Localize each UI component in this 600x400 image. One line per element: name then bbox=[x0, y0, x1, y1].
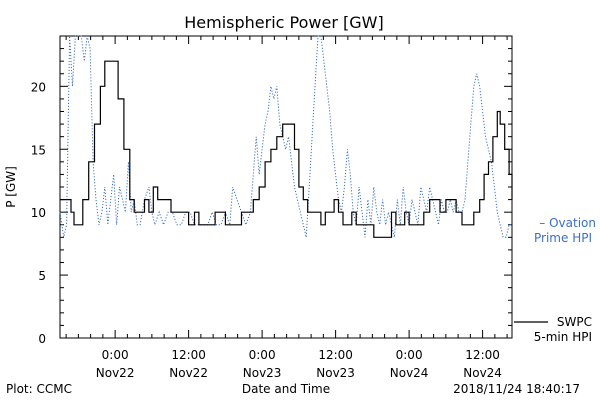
x-tick-label-date: Nov22 bbox=[169, 366, 208, 380]
y-tick-label: 10 bbox=[31, 206, 46, 220]
x-tick-label-date: Nov23 bbox=[316, 366, 355, 380]
x-tick-label-time: 12:00 bbox=[465, 348, 500, 362]
y-tick-label: 15 bbox=[31, 143, 46, 157]
series-ovation-line bbox=[59, 35, 512, 238]
x-tick-label-time: 0:00 bbox=[249, 348, 276, 362]
legend-ovation-label-2: Prime HPI bbox=[534, 231, 592, 245]
x-tick-label-date: Nov24 bbox=[463, 366, 502, 380]
series-swpc-line bbox=[60, 60, 513, 238]
x-axis-ticks: 0:00 Nov22 12:00 Nov22 0:00 Nov23 12:00 Nov23 0:… bbox=[65, 36, 508, 380]
x-axis-label: Date and Time bbox=[242, 382, 330, 396]
x-tick-label-date: Nov24 bbox=[390, 366, 429, 380]
plot-credit: Plot: CCMC bbox=[6, 382, 72, 396]
legend-ovation-label: – Ovation bbox=[539, 216, 596, 230]
y-tick-label: 5 bbox=[38, 269, 46, 283]
chart-title: Hemispheric Power [GW] bbox=[184, 13, 383, 32]
y-axis-label: P [GW] bbox=[4, 166, 18, 208]
legend-swpc-label: SWPC bbox=[557, 315, 592, 329]
x-tick-label-time: 12:00 bbox=[171, 348, 206, 362]
x-tick-label-time: 0:00 bbox=[396, 348, 423, 362]
x-tick-label-date: Nov22 bbox=[96, 366, 135, 380]
x-tick-label-time: 12:00 bbox=[318, 348, 353, 362]
chart-axes bbox=[59, 35, 513, 339]
x-tick-label-date: Nov23 bbox=[243, 366, 282, 380]
x-tick-label-time: 0:00 bbox=[102, 348, 129, 362]
plot-frame bbox=[59, 35, 513, 339]
y-tick-label: 0 bbox=[38, 332, 46, 346]
y-tick-label: 20 bbox=[31, 80, 46, 94]
y-axis-ticks: 0 5 10 15 20 bbox=[31, 35, 512, 346]
plot-timestamp: 2018/11/24 18:40:17 bbox=[453, 382, 580, 396]
series-layer bbox=[59, 35, 513, 238]
legend-swpc-label-2: 5-min HPI bbox=[534, 330, 592, 344]
